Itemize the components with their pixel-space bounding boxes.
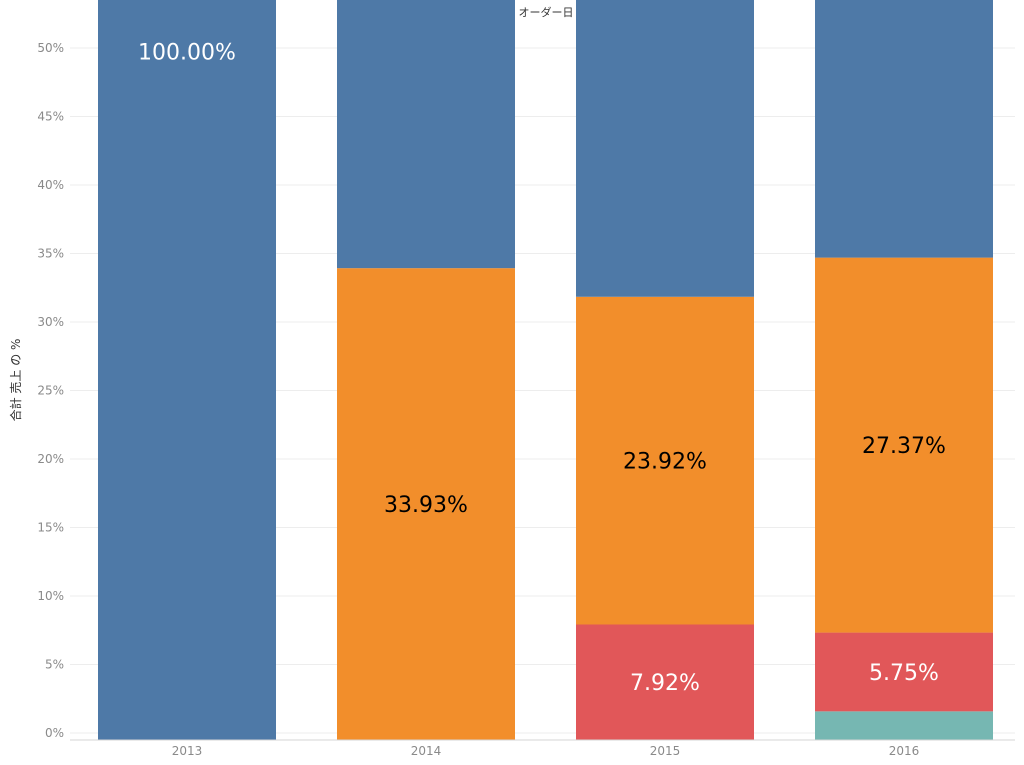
y-tick-label: 50% xyxy=(37,41,64,55)
data-label: 100.00% xyxy=(138,41,236,66)
y-tick-label: 0% xyxy=(45,726,64,740)
y-tick-label: 15% xyxy=(37,521,64,535)
x-tick-label: 2015 xyxy=(650,744,681,758)
data-label: 33.93% xyxy=(384,493,468,518)
bar-segment-red xyxy=(815,632,993,712)
y-tick-label: 5% xyxy=(45,658,64,672)
bar-segment-orange xyxy=(337,268,515,740)
y-axis-ticks: 0%5%10%15%20%25%30%35%40%45%50%55%60%65%… xyxy=(37,41,64,740)
data-label: 23.92% xyxy=(623,450,707,475)
data-label: 27.37% xyxy=(862,434,946,459)
data-label: 7.92% xyxy=(630,671,700,696)
chart-title: オーダー日 xyxy=(519,5,574,19)
bar-segment-blue xyxy=(576,0,754,297)
bar-segment-orange xyxy=(815,257,993,633)
y-tick-label: 10% xyxy=(37,589,64,603)
bar-segment-blue xyxy=(337,0,515,269)
y-tick-label: 40% xyxy=(37,178,64,192)
bars xyxy=(98,0,993,740)
bar-segment-teal xyxy=(815,711,993,740)
x-tick-label: 2016 xyxy=(889,744,920,758)
y-tick-label: 20% xyxy=(37,452,64,466)
bar-segment-red xyxy=(576,624,754,740)
y-axis-label: 合計 売上 の % xyxy=(8,339,23,422)
y-tick-label: 30% xyxy=(37,315,64,329)
data-label: 5.75% xyxy=(869,661,939,686)
bar-segment-orange xyxy=(576,296,754,625)
bar-segment-blue xyxy=(98,0,276,740)
y-tick-label: 45% xyxy=(37,110,64,124)
y-tick-label: 25% xyxy=(37,384,64,398)
y-tick-label: 35% xyxy=(37,247,64,261)
x-axis-ticks: 2013 2014 2015 2016 xyxy=(70,739,1015,758)
x-tick-label: 2014 xyxy=(411,744,442,758)
bar-segment-blue xyxy=(815,0,993,258)
x-tick-label: 2013 xyxy=(172,744,203,758)
data-labels: 100.00%33.93%66.07%7.92%23.92%68.15%5.75… xyxy=(138,41,946,697)
